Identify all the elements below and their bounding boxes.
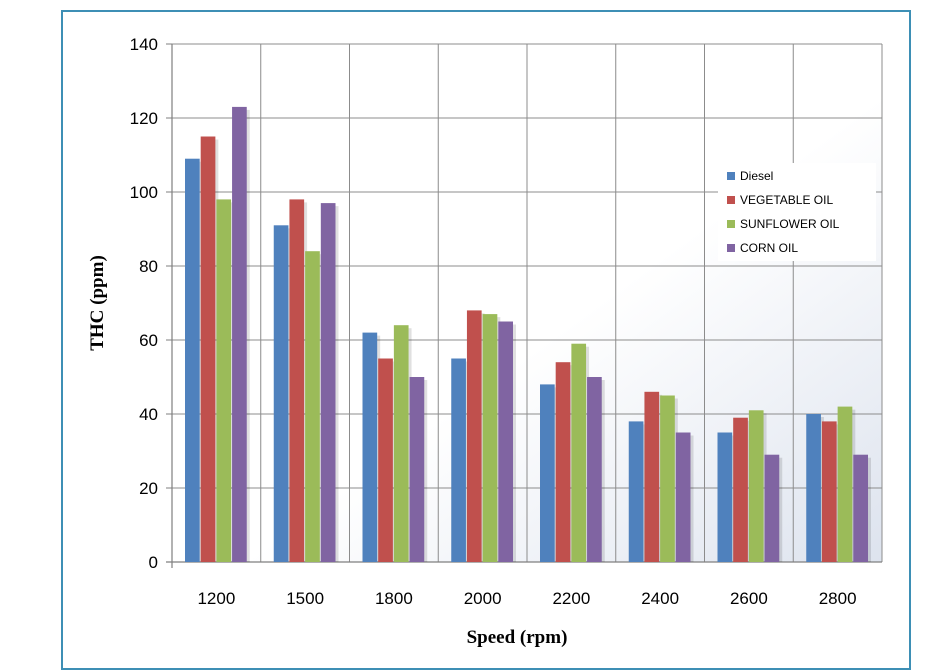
bar-diesel-2600 — [717, 432, 733, 562]
x-tick-label: 2400 — [641, 589, 679, 608]
thc-bar-chart: 0 20 40 60 80 100 120 140 1200 1500 1800 2000 2200 2… — [87, 35, 883, 648]
bar-corn-oil-2400 — [675, 432, 691, 562]
bar-vegetable-oil-1500 — [289, 199, 305, 562]
legend: Diesel VEGETABLE OIL SUNFLOWER OIL CORN OIL — [718, 163, 876, 261]
x-tick-label: 2200 — [552, 589, 590, 608]
legend-swatch — [727, 196, 735, 204]
bar-vegetable-oil-2200 — [555, 362, 571, 562]
x-tick-label: 2600 — [730, 589, 768, 608]
legend-box — [718, 163, 876, 261]
bar-sunflower-oil-2800 — [837, 406, 853, 562]
bar-corn-oil-2200 — [587, 377, 602, 562]
bar-vegetable-oil-2800 — [821, 421, 837, 562]
y-tick-label: 60 — [139, 331, 158, 350]
y-tick-label: 80 — [139, 257, 158, 276]
y-tick-label: 20 — [139, 479, 158, 498]
bar-diesel-2000 — [451, 358, 466, 562]
y-tick-label: 120 — [130, 109, 158, 128]
bar-diesel-1800 — [362, 332, 378, 562]
y-tick-label: 0 — [149, 553, 158, 572]
legend-label: VEGETABLE OIL — [740, 193, 833, 207]
y-tick-label: 100 — [130, 183, 158, 202]
bar-corn-oil-1800 — [409, 377, 425, 562]
bar-diesel-2400 — [628, 421, 644, 562]
bar-sunflower-oil-1800 — [393, 325, 409, 562]
bar-diesel-1200 — [185, 158, 200, 562]
bar-sunflower-oil-2200 — [571, 343, 587, 562]
legend-label: CORN OIL — [740, 241, 798, 255]
bar-corn-oil-1500 — [320, 203, 336, 562]
x-tick-label: 2000 — [464, 589, 502, 608]
bar-diesel-2800 — [806, 414, 821, 562]
legend-swatch — [727, 172, 735, 180]
bar-corn-oil-1200 — [232, 106, 247, 563]
y-tick-label: 40 — [139, 405, 158, 424]
bar-vegetable-oil-2000 — [466, 310, 482, 562]
bar-vegetable-oil-2600 — [733, 417, 748, 562]
bar-sunflower-oil-1200 — [216, 199, 232, 562]
bar-vegetable-oil-1200 — [200, 136, 216, 562]
x-axis-ticks: 1200 1500 1800 2000 2200 2400 2600 2800 — [197, 589, 856, 608]
bar-sunflower-oil-2000 — [482, 314, 498, 562]
y-axis-ticks: 0 20 40 60 80 100 120 140 — [130, 35, 158, 572]
bar-sunflower-oil-2400 — [660, 395, 675, 562]
bar-corn-oil-2800 — [853, 454, 868, 562]
bar-corn-oil-2000 — [498, 321, 513, 562]
bar-diesel-2200 — [540, 384, 555, 562]
legend-swatch — [727, 220, 735, 228]
bar-vegetable-oil-1800 — [378, 358, 393, 562]
legend-label: Diesel — [740, 169, 773, 183]
bar-sunflower-oil-2600 — [748, 410, 764, 562]
x-tick-label: 1800 — [375, 589, 413, 608]
x-tick-label: 1500 — [286, 589, 324, 608]
x-tick-label: 2800 — [819, 589, 857, 608]
bar-sunflower-oil-1500 — [305, 251, 320, 562]
x-axis-title: Speed (rpm) — [467, 627, 568, 648]
legend-swatch — [727, 244, 735, 252]
bar-vegetable-oil-2400 — [644, 391, 660, 562]
y-axis-title: THC (ppm) — [87, 255, 108, 351]
bar-diesel-1500 — [273, 225, 289, 563]
bars — [185, 106, 871, 563]
x-tick-label: 1200 — [197, 589, 235, 608]
bar-corn-oil-2600 — [764, 454, 780, 562]
legend-label: SUNFLOWER OIL — [740, 217, 840, 231]
y-tick-label: 140 — [130, 35, 158, 54]
